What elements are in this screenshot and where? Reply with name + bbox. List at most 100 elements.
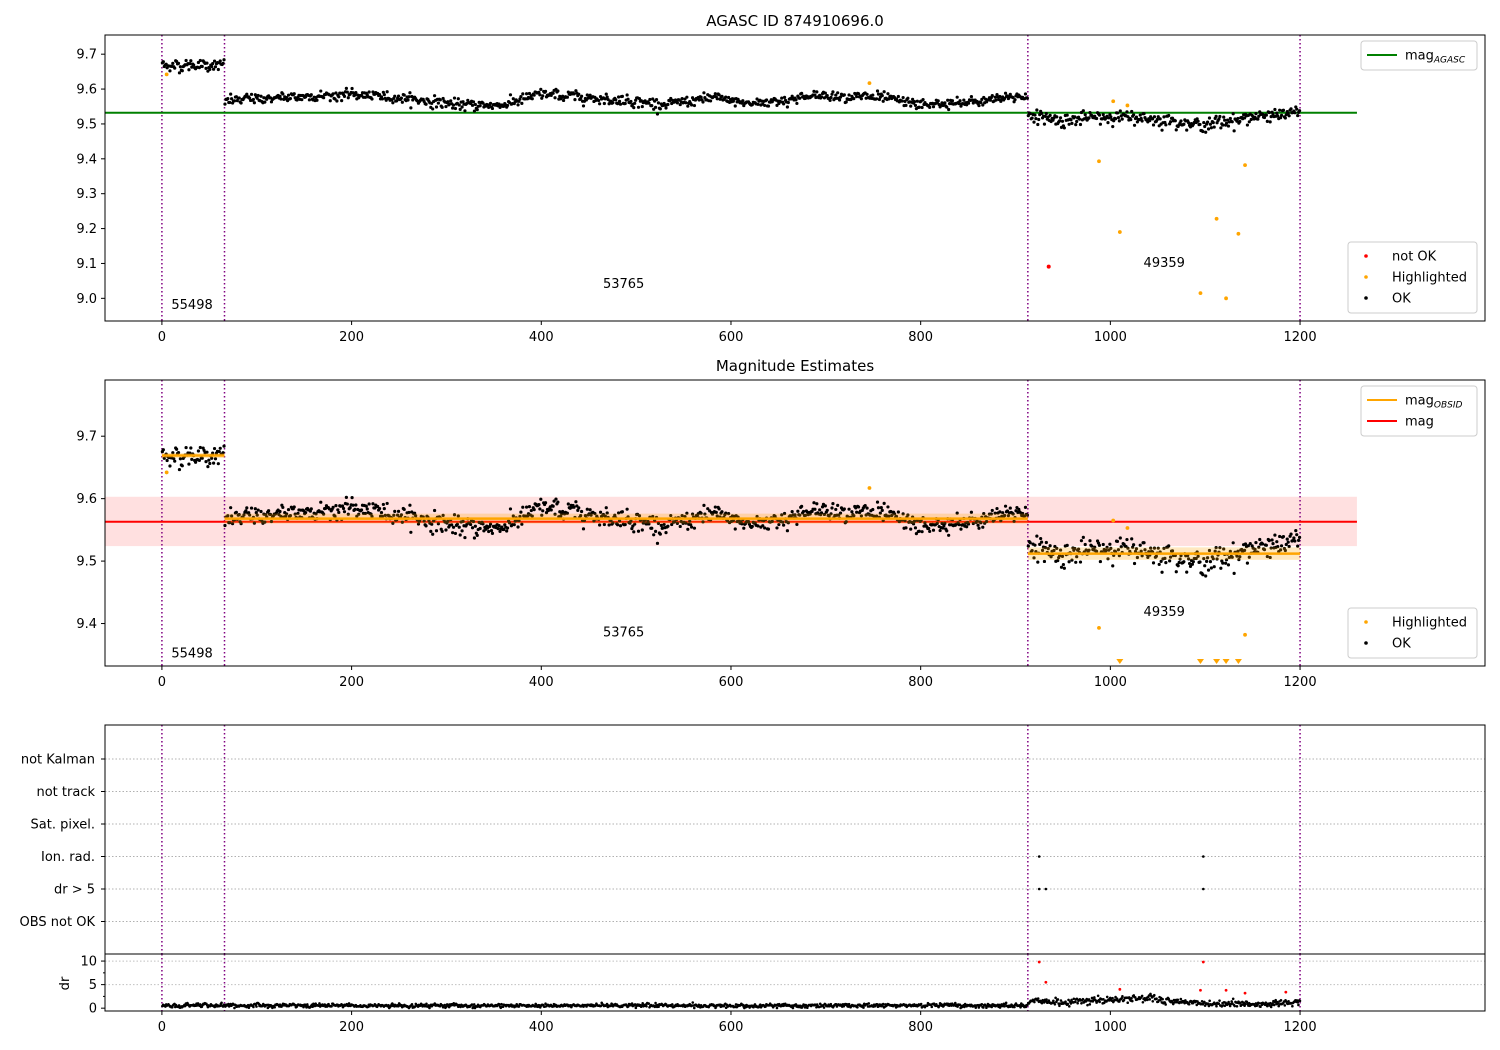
ok-point [1269,115,1273,119]
ok-point [1059,565,1064,569]
ok-point [336,508,340,512]
ok-point [1132,123,1137,127]
ok-point [268,512,273,517]
ok-point [198,445,202,450]
dr-ok-point [1105,995,1109,999]
ok-point [205,450,209,454]
ok-point [798,513,802,517]
legend-box [1347,607,1478,659]
dr-ok-point [791,1006,795,1010]
dr-ok-point [1266,1004,1269,1008]
ok-point [836,503,840,507]
ok-point [446,519,450,523]
ok-point [945,105,949,109]
ok-point [1104,548,1108,553]
ok-point [1003,91,1008,95]
ok-point [369,512,373,516]
ok-point [309,507,313,511]
ok-point [1075,119,1079,124]
ok-point [511,97,515,101]
ok-point [611,101,615,105]
ok-point [686,104,690,108]
ok-point [314,512,318,516]
dr-ok-point [1141,1000,1145,1004]
ok-point [959,527,963,531]
ok-point [187,462,191,466]
ok-point [350,496,354,500]
ok-point [552,499,556,503]
ok-point [303,510,308,515]
ok-point [1269,546,1273,550]
ok-point [508,93,513,97]
ok-point [1228,549,1232,553]
ok-point [1232,129,1236,133]
ok-point [1224,558,1229,562]
ok-point [529,508,533,513]
ok-point [292,92,296,96]
dr-ok-point [963,1005,966,1009]
ok-point [928,105,932,109]
ok-point [354,503,358,507]
ok-point [855,95,859,99]
dr-not-ok-point [1118,987,1122,991]
ok-point [815,90,819,94]
ok-point [1264,113,1268,117]
ok-point [1132,561,1137,566]
ok-point [834,507,838,512]
dr-ok-point [861,1004,865,1007]
ok-point [782,511,787,516]
ok-point [407,95,411,99]
ok-point [886,505,890,509]
ok-point [763,526,767,530]
ok-point [281,505,285,510]
ok-point [204,66,208,70]
ok-point [527,91,532,96]
legend-dot-swatch [1364,620,1368,624]
ok-point [623,522,627,527]
ok-point [1260,112,1265,116]
ok-point [1223,561,1228,565]
ok-point [1201,129,1205,134]
ok-point [977,526,981,530]
ok-point [686,527,690,531]
ok-point [416,522,421,526]
dr-ok-point [1040,1001,1044,1005]
ok-point [453,531,458,536]
ok-point [1058,116,1063,120]
ok-point [829,95,833,100]
dr-ok-point [1084,1000,1088,1003]
ok-point [947,107,951,112]
ok-point [943,101,947,105]
ok-point [319,89,323,93]
ok-point [532,93,536,97]
ok-point [852,97,856,101]
dr-ok-point [1003,1004,1006,1008]
ok-point [818,508,822,512]
y-tick-label: 9.6 [76,492,97,507]
ok-point [472,109,477,113]
ok-point [1265,119,1269,124]
ok-point [602,101,606,106]
ok-point [715,97,719,101]
obsid-label: 53765 [603,626,644,641]
dr-ok-point [302,1005,305,1009]
ok-point [1032,120,1036,124]
dr-ok-point [1013,1005,1016,1009]
ok-point [346,96,350,100]
ok-point [616,102,620,106]
ok-point [363,95,367,99]
ok-point [538,507,542,511]
ok-point [190,65,194,69]
ok-point [1253,547,1257,551]
ok-point [1119,545,1123,549]
ok-point [670,522,674,527]
x-tick-label: 1200 [1284,330,1317,345]
ok-point [381,502,385,507]
ok-point [230,522,235,526]
dr-ok-point [1036,997,1040,1000]
ok-point [935,521,939,525]
ok-point [1033,543,1037,547]
dr-ok-point [1056,998,1060,1001]
ok-point [424,102,428,106]
ok-point [617,99,622,103]
